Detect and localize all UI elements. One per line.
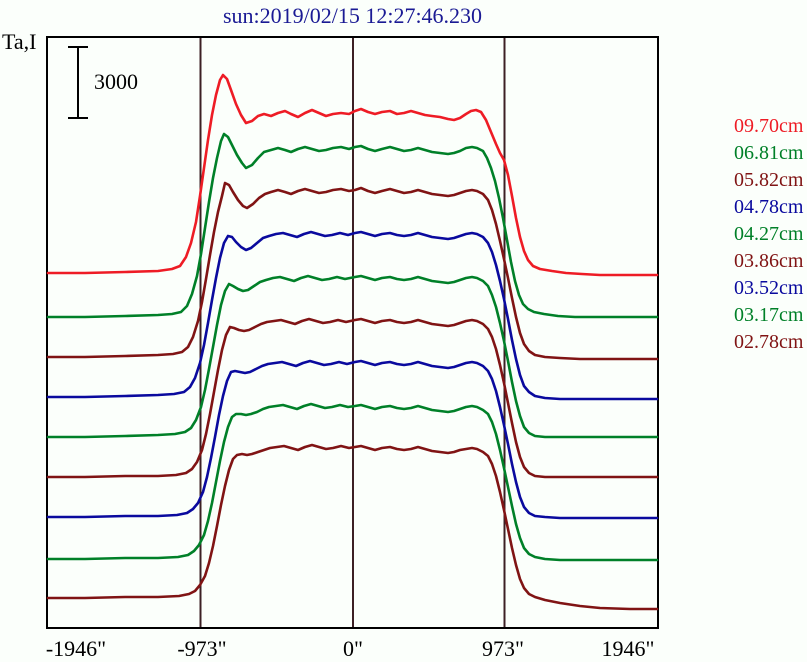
legend-item-04.27cm: 04.27cm [734, 223, 804, 245]
legend-item-03.86cm: 03.86cm [734, 250, 804, 272]
series-line-03.52cm [46, 359, 659, 520]
series-line-05.82cm [46, 181, 659, 361]
x-tick-label: -1946" [45, 636, 107, 661]
series-line-09.70cm [46, 73, 659, 277]
series-line-03.17cm [46, 402, 659, 562]
legend-item-09.70cm: 09.70cm [734, 115, 804, 137]
x-tick-label: 0" [343, 636, 363, 661]
scale-bar-label: 3000 [94, 69, 138, 94]
y-axis-label: Ta,I [2, 29, 37, 54]
legend-item-05.82cm: 05.82cm [734, 169, 804, 191]
series-line-04.78cm [46, 230, 659, 401]
series-line-06.81cm [46, 132, 659, 319]
series-line-03.86cm [46, 317, 659, 479]
series-line-02.78cm [46, 443, 659, 611]
chart-title: sun:2019/02/15 12:27:46.230 [222, 3, 483, 28]
plot-frame [46, 36, 659, 629]
legend-item-02.78cm: 02.78cm [734, 331, 804, 353]
x-tick-label: 1946" [601, 636, 655, 661]
series-line-04.27cm [46, 274, 659, 439]
x-tick-label: 973" [482, 636, 524, 661]
legend-item-03.17cm: 03.17cm [734, 304, 804, 326]
legend-item-06.81cm: 06.81cm [734, 142, 804, 164]
legend-item-04.78cm: 04.78cm [734, 196, 804, 218]
x-tick-label: -973" [177, 636, 227, 661]
legend-item-03.52cm: 03.52cm [734, 277, 804, 299]
